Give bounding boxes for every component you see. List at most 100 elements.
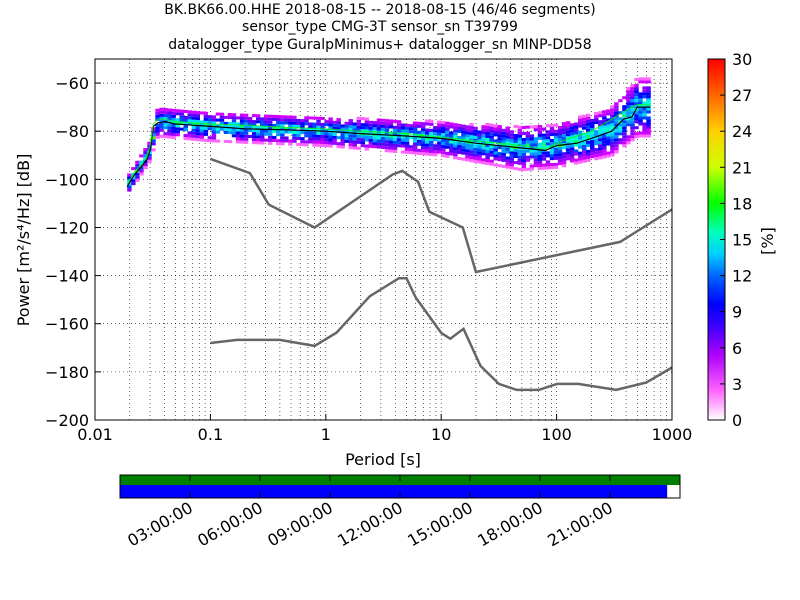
- heatmap-cell: [280, 139, 285, 143]
- heatmap-cell: [590, 143, 595, 147]
- heatmap-cell: [626, 114, 631, 118]
- heatmap-cell: [276, 133, 281, 137]
- heatmap-cell: [602, 137, 607, 141]
- heatmap-cell: [565, 154, 571, 158]
- heatmap-cell: [646, 122, 651, 126]
- heatmap-cell: [477, 136, 482, 140]
- nlnm-curve: [210, 276, 672, 392]
- heatmap-cell: [610, 132, 615, 136]
- heatmap-cell: [630, 117, 635, 121]
- heatmap-cell: [356, 119, 362, 123]
- heatmap-cell: [420, 146, 426, 150]
- heatmap-cell: [288, 124, 293, 128]
- heatmap-cell: [259, 126, 265, 130]
- heatmap-cell: [525, 137, 531, 141]
- heatmap-cell: [630, 99, 635, 103]
- heatmap-cell: [610, 141, 615, 145]
- heatmap-cell: [437, 141, 442, 145]
- heatmap-cell: [606, 133, 611, 137]
- heatmap-cell: [272, 135, 277, 139]
- heatmap-cell: [461, 157, 466, 161]
- heatmap-cell: [646, 110, 651, 114]
- heatmap-cell: [622, 144, 627, 148]
- heatmap-cell: [577, 151, 583, 155]
- heatmap-cell: [509, 163, 514, 167]
- heatmap-cell: [517, 155, 523, 159]
- heatmap-cell: [316, 119, 321, 123]
- heatmap-cell: [457, 144, 462, 148]
- y-tick-label: −100: [45, 170, 89, 189]
- heatmap-cell: [227, 131, 233, 135]
- heatmap-cell: [469, 156, 474, 160]
- heatmap-cell: [372, 145, 378, 149]
- heatmap-cell: [449, 152, 454, 156]
- heatmap-cell: [392, 140, 398, 144]
- heatmap-cell: [127, 173, 132, 177]
- heatmap-cell: [586, 134, 591, 138]
- heatmap-cell: [388, 122, 394, 126]
- heatmap-cell: [396, 126, 402, 130]
- heatmap-cell: [457, 129, 462, 133]
- heatmap-cell: [513, 124, 518, 128]
- heatmap-cell: [429, 119, 434, 123]
- heatmap-cell: [179, 109, 184, 113]
- heatmap-cell: [453, 138, 458, 142]
- heatmap-cell: [598, 138, 603, 142]
- heatmap-cell: [441, 121, 446, 125]
- heatmap-cell: [384, 146, 390, 150]
- heatmap-cell: [308, 122, 313, 126]
- heatmap-cell: [457, 141, 462, 145]
- heatmap-cell: [461, 127, 466, 131]
- heatmap-cell: [581, 141, 587, 145]
- heatmap-cell: [400, 129, 406, 133]
- heatmap-cell: [461, 148, 466, 152]
- heatmap-cell: [541, 166, 547, 170]
- heatmap-cell: [183, 125, 188, 129]
- heatmap-cell: [549, 127, 555, 131]
- heatmap-cell: [581, 114, 587, 118]
- heatmap-cell: [634, 120, 639, 124]
- heatmap-cell: [606, 136, 611, 140]
- heatmap-cell: [425, 140, 430, 144]
- heatmap-cell: [638, 122, 643, 126]
- density-heatmap: [127, 77, 651, 192]
- heatmap-cell: [384, 122, 390, 126]
- heatmap-cell: [561, 125, 567, 129]
- heatmap-cell: [272, 117, 277, 121]
- heatmap-cell: [614, 111, 619, 115]
- heatmap-cell: [638, 134, 643, 138]
- heatmap-cell: [457, 147, 462, 151]
- heatmap-cell: [489, 138, 494, 142]
- heatmap-cell: [465, 143, 470, 147]
- heatmap-cell: [360, 123, 366, 127]
- heatmap-cell: [545, 160, 551, 164]
- heatmap-cell: [292, 133, 297, 137]
- heatmap-cell: [364, 138, 370, 142]
- heatmap-cell: [392, 143, 398, 147]
- heatmap-cell: [461, 136, 466, 140]
- heatmap-cell: [505, 150, 510, 154]
- heatmap-cell: [573, 152, 579, 156]
- heatmap-cell: [581, 144, 587, 148]
- heatmap-cell: [255, 129, 261, 133]
- heatmap-cell: [296, 142, 301, 146]
- heatmap-cell: [465, 128, 470, 132]
- timeline-tick-label: 09:00:00: [264, 498, 336, 550]
- heatmap-cell: [255, 126, 261, 130]
- noise-model-curves: [126, 104, 672, 392]
- heatmap-cell: [356, 125, 362, 129]
- heatmap-cell: [251, 129, 257, 133]
- heatmap-cell: [412, 136, 418, 140]
- heatmap-cell: [312, 128, 317, 132]
- heatmap-cell: [167, 108, 172, 112]
- heatmap-cell: [509, 151, 514, 155]
- heatmap-cell: [573, 161, 579, 165]
- heatmap-cell: [461, 124, 466, 128]
- heatmap-cell: [336, 121, 341, 125]
- heatmap-cell: [501, 134, 506, 138]
- heatmap-cell: [163, 123, 168, 127]
- heatmap-cell: [131, 182, 136, 186]
- heatmap-cell: [284, 136, 289, 140]
- heatmap-cell: [316, 137, 321, 141]
- timeline-tick-label: 21:00:00: [544, 498, 616, 550]
